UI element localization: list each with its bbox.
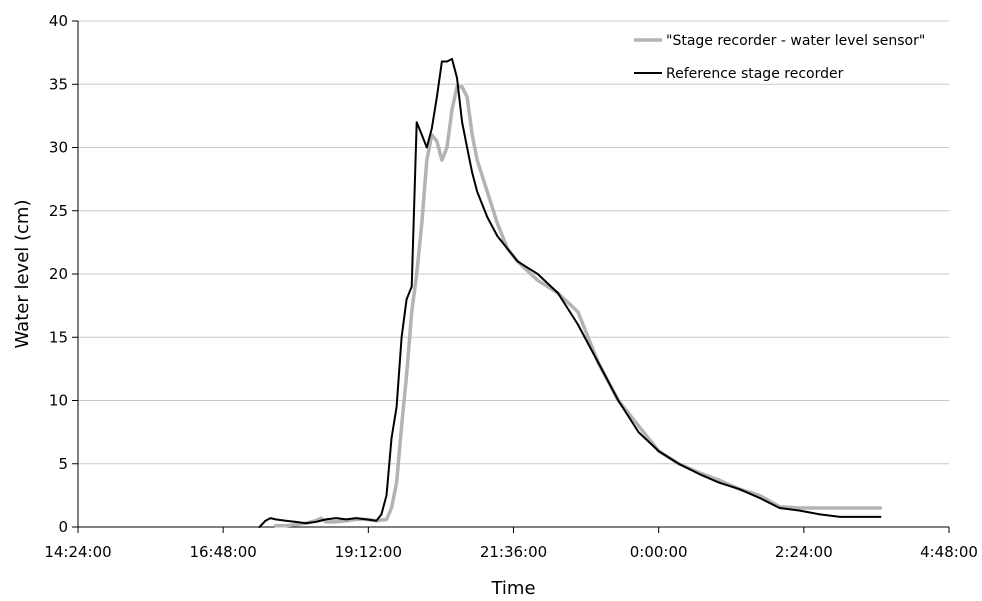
y-tick-label: 25 <box>49 202 68 220</box>
gridlines <box>78 20 949 465</box>
y-tick-label: 0 <box>58 518 68 536</box>
x-tick-label: 4:48:00 <box>920 543 978 561</box>
legend: "Stage recorder - water level sensor" Re… <box>634 33 925 82</box>
x-tick-label: 21:36:00 <box>480 543 547 561</box>
x-tick-label: 0:00:00 <box>630 543 688 561</box>
y-tick-label: 10 <box>49 392 68 410</box>
y-tick-label: 20 <box>49 265 68 283</box>
legend-label-sensor: "Stage recorder - water level sensor" <box>666 33 925 49</box>
series-line-sensor <box>273 85 883 528</box>
y-tick-label: 30 <box>49 139 68 157</box>
x-tick-label: 2:24:00 <box>775 543 833 561</box>
legend-label-reference: Reference stage recorder <box>666 66 844 82</box>
x-axis-title: Time <box>490 578 535 599</box>
y-tick-label: 35 <box>49 75 68 93</box>
x-tick-label: 19:12:00 <box>335 543 402 561</box>
series-lines <box>258 57 883 528</box>
x-tick-label: 16:48:00 <box>189 543 256 561</box>
y-axis-title: Water level (cm) <box>12 200 33 349</box>
axes: 0 5 10 15 20 25 30 35 40 14:24:00 16:48:00 19:12:00… <box>44 12 978 561</box>
y-tick-label: 5 <box>58 455 68 473</box>
y-tick-label: 40 <box>49 12 68 30</box>
x-tick-label: 14:24:00 <box>44 543 111 561</box>
y-tick-label: 15 <box>49 328 68 346</box>
series-line-reference <box>258 57 882 528</box>
